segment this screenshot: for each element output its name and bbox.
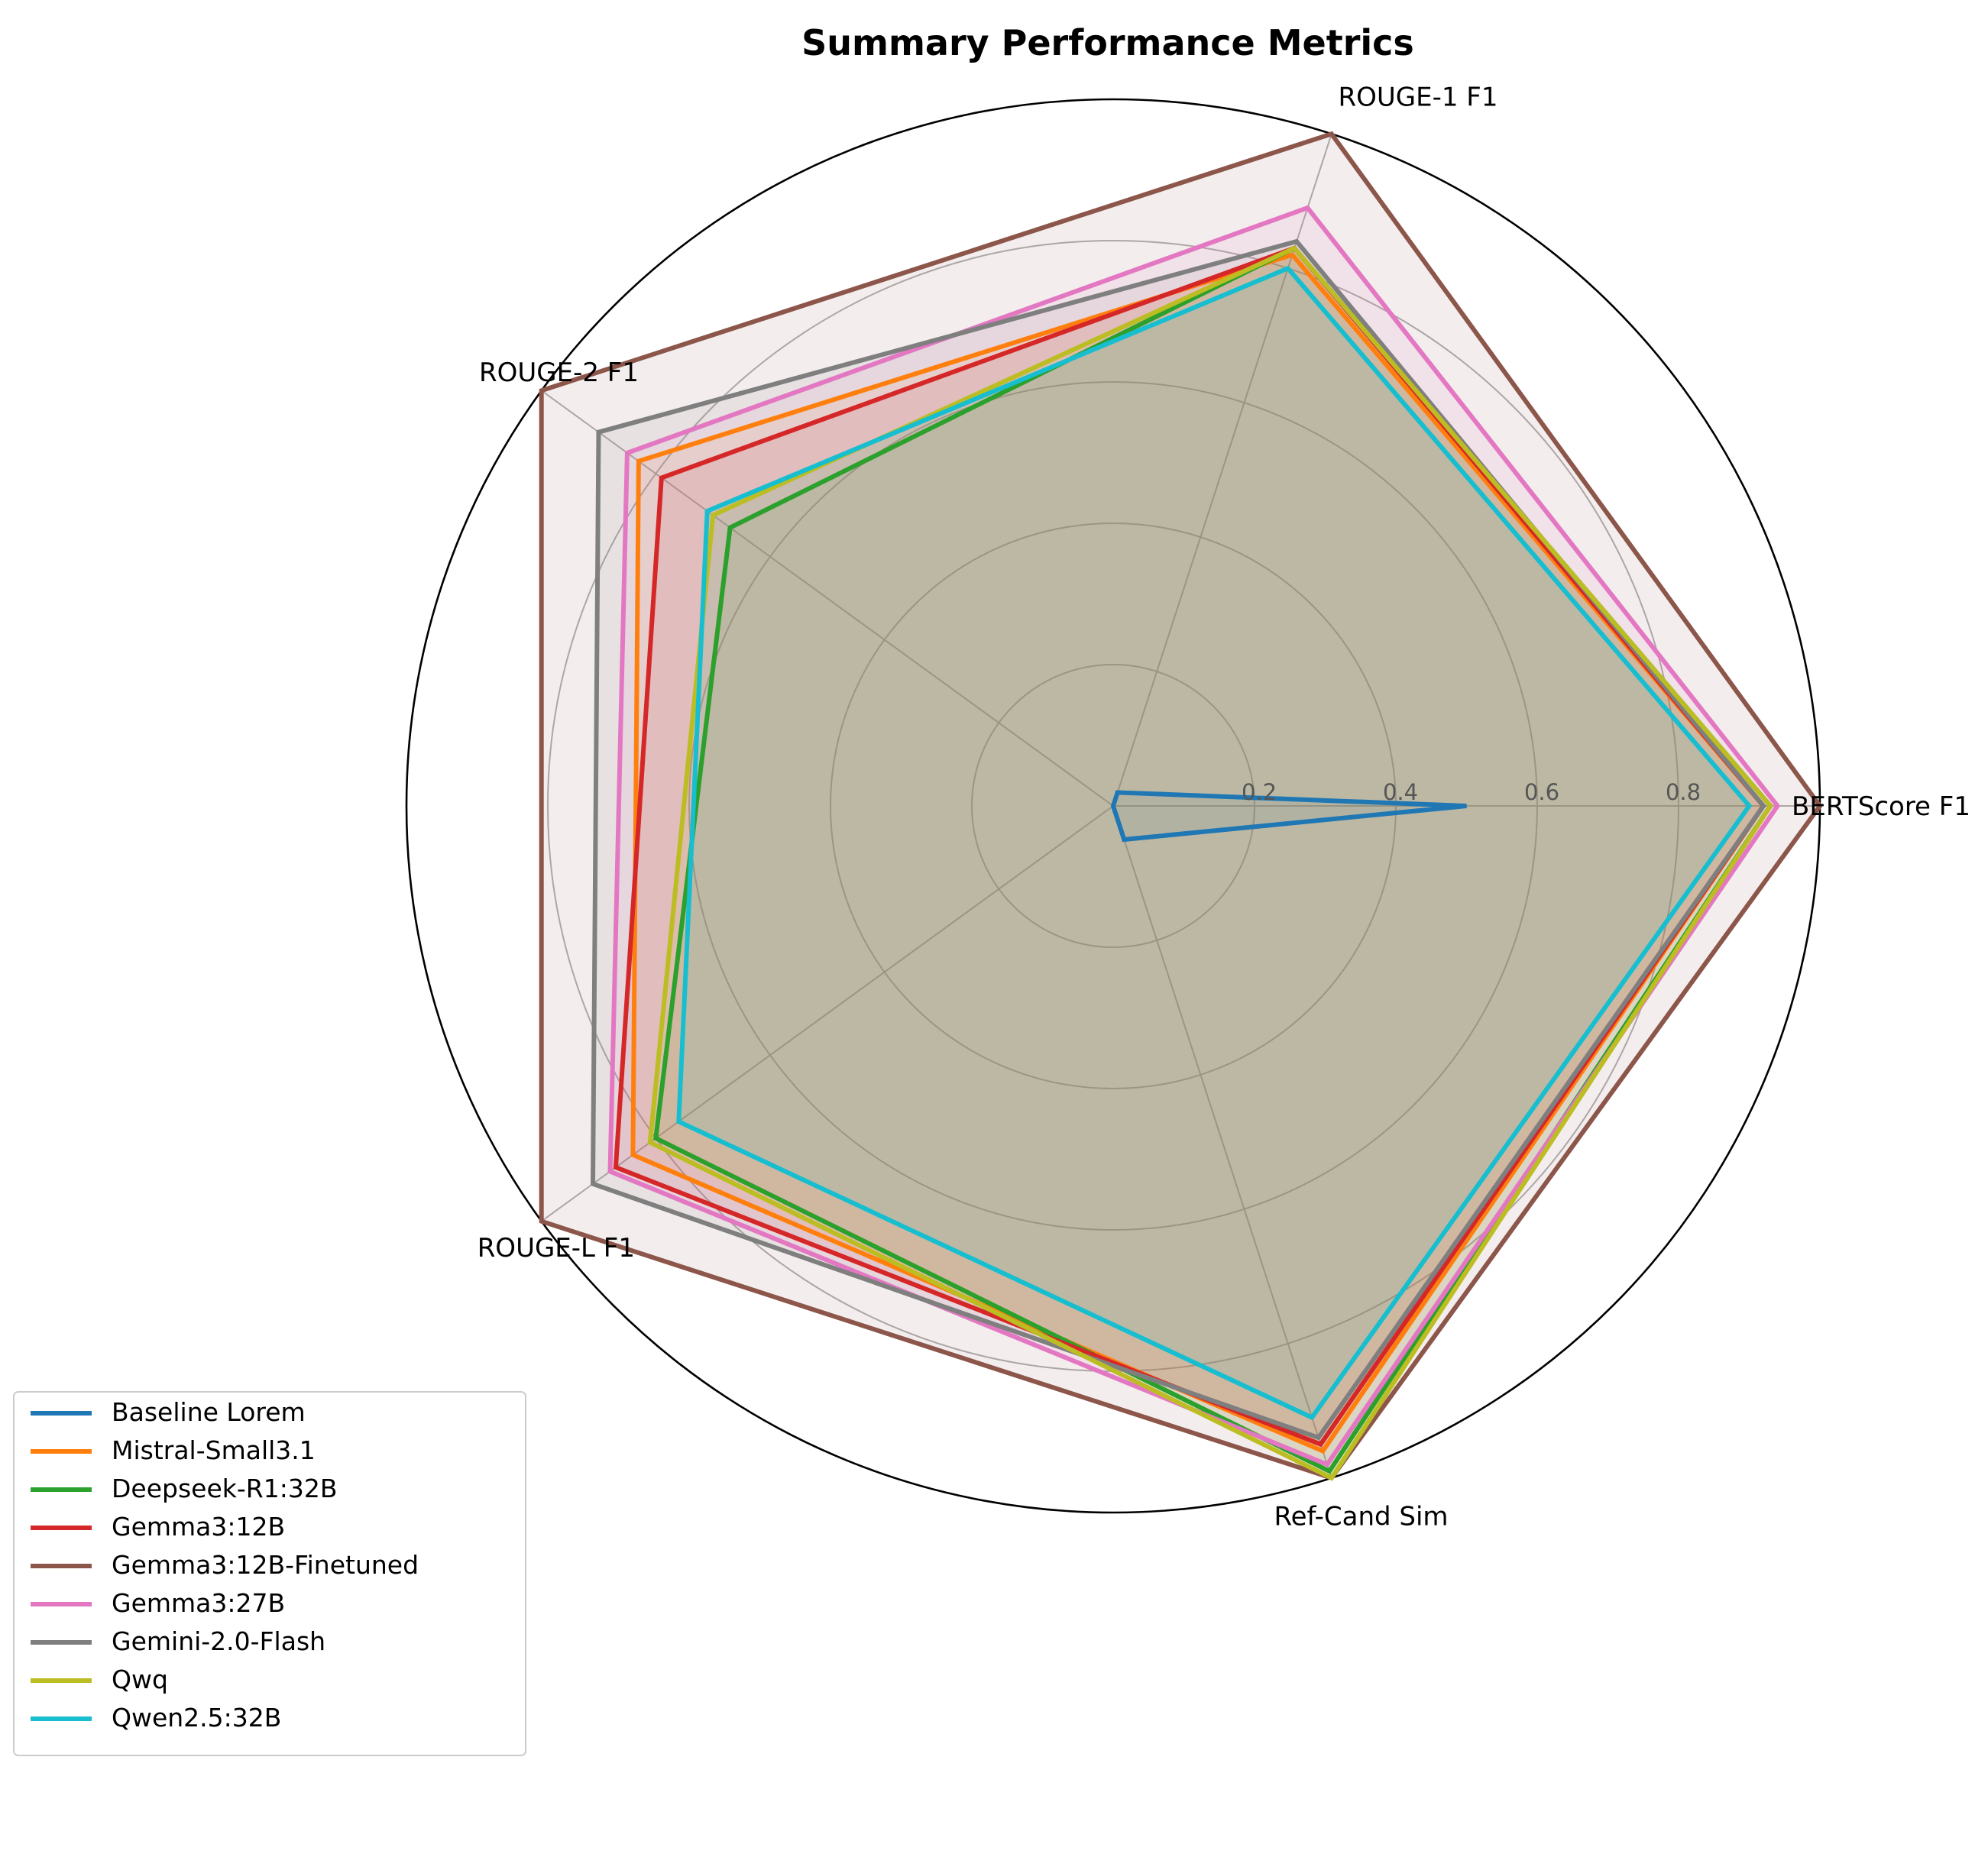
legend-label-gemma3-12b-finetuned: Gemma3:12B-Finetuned bbox=[112, 1550, 419, 1580]
axis-label-rouge-l-f1: ROUGE-L F1 bbox=[478, 1233, 635, 1264]
radial-tick-label: 0.6 bbox=[1524, 779, 1559, 805]
axis-label-ref-cand-sim: Ref-Cand Sim bbox=[1274, 1501, 1448, 1532]
axis-label-rouge-2-f1: ROUGE-2 F1 bbox=[479, 358, 639, 388]
series-line-qwq bbox=[647, 245, 1774, 1481]
series-line-mistral-small3-1 bbox=[630, 252, 1766, 1454]
series-fill-gemma3-27b bbox=[610, 208, 1778, 1465]
series-fill-gemma3-12b-finetuned bbox=[541, 134, 1821, 1478]
legend-label-mistral-small3-1: Mistral-Small3.1 bbox=[112, 1435, 316, 1465]
legend-label-gemma3-27b: Gemma3:27B bbox=[112, 1588, 285, 1618]
legend-label-qwen2-5-32b: Qwen2.5:32B bbox=[112, 1703, 281, 1733]
axis-spoke bbox=[541, 805, 1114, 1222]
radial-tick-label: 0.4 bbox=[1383, 779, 1418, 805]
series-line-qwen2-5-32b bbox=[676, 265, 1753, 1421]
radial-tick-label: 0.8 bbox=[1666, 779, 1701, 805]
series-fill-qwen2-5-32b bbox=[678, 268, 1750, 1418]
series-fill-mistral-small3-1 bbox=[633, 254, 1763, 1451]
series-fill-gemini-2-0-flash bbox=[593, 241, 1763, 1438]
legend-label-deepseek-r1-32b: Deepseek-R1:32B bbox=[112, 1474, 337, 1503]
series-line-gemma3-12b-finetuned bbox=[539, 131, 1823, 1481]
legend-box bbox=[13, 1391, 526, 1756]
axis-label-rouge-1-f1: ROUGE-1 F1 bbox=[1339, 83, 1498, 113]
series-line-baseline-lorem bbox=[1110, 790, 1467, 843]
series-line-gemini-2-0-flash bbox=[590, 238, 1766, 1441]
legend-label-qwq: Qwq bbox=[112, 1665, 168, 1694]
axis-label-bertscore-f1: BERTScore F1 bbox=[1792, 791, 1970, 822]
axis-spoke bbox=[1112, 805, 1332, 1479]
chart-title: Summary Performance Metrics bbox=[801, 22, 1414, 63]
radial-tick-label: 0.2 bbox=[1242, 779, 1277, 805]
legend-label-baseline-lorem: Baseline Lorem bbox=[112, 1397, 306, 1427]
series-fill-gemma3-12b bbox=[615, 248, 1763, 1445]
legend-label-gemma3-12b: Gemma3:12B bbox=[112, 1512, 285, 1542]
series-line-gemma3-27b bbox=[607, 205, 1781, 1467]
legend-label-gemini-2-0-flash: Gemini-2.0-Flash bbox=[112, 1626, 325, 1656]
